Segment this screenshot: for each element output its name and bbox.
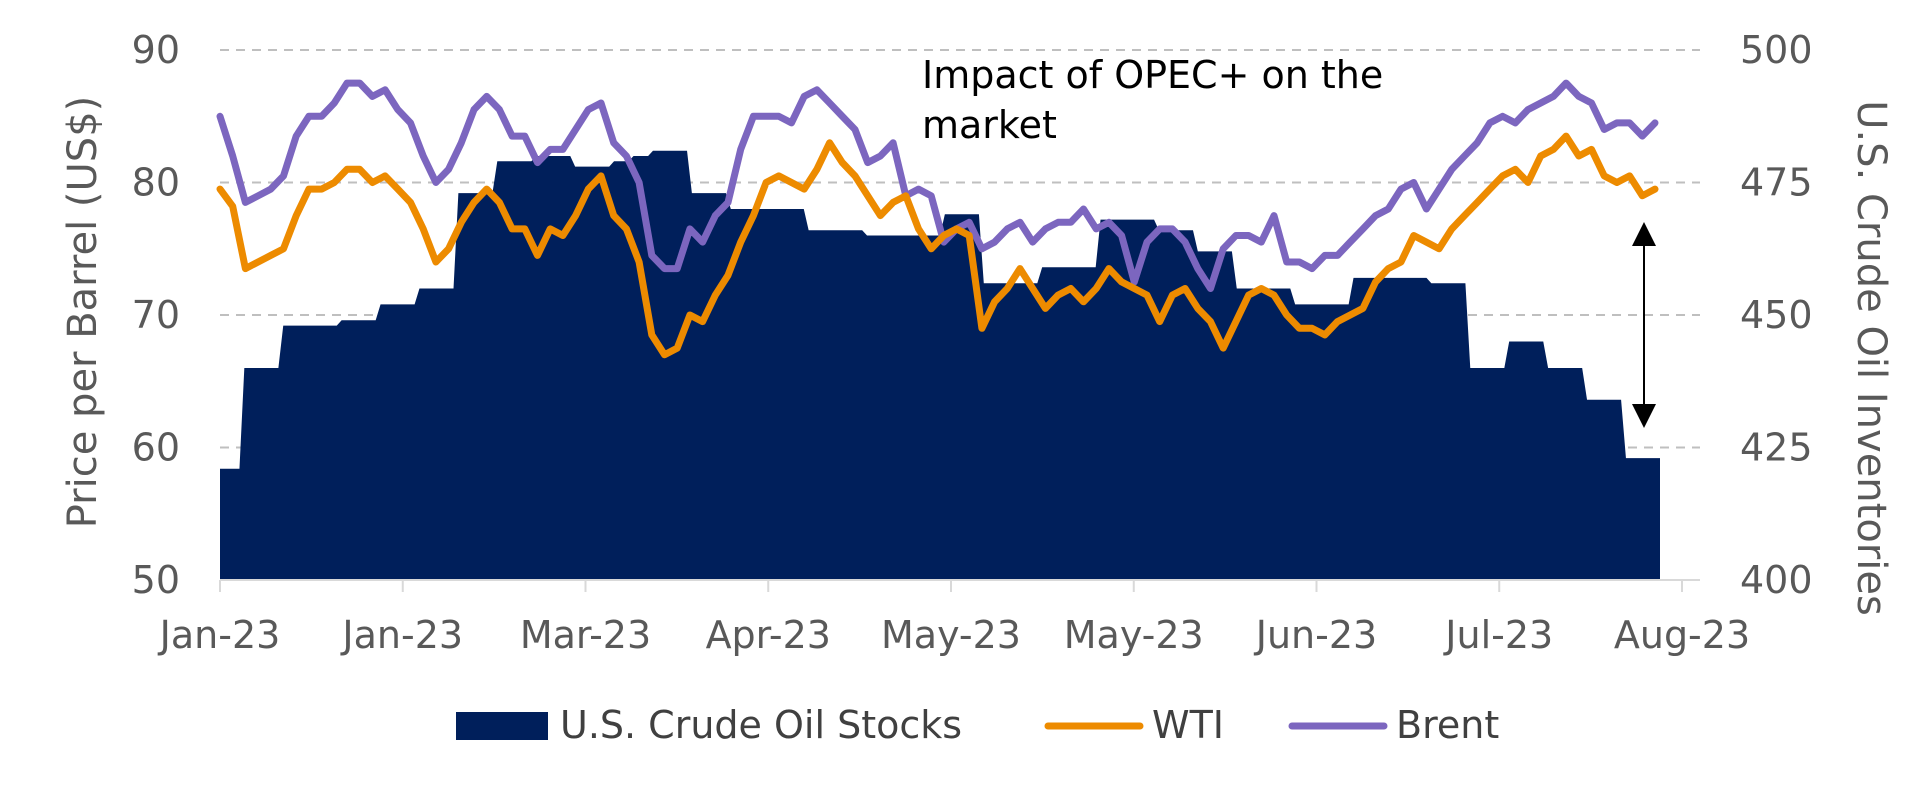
right-axis-title: U.S. Crude Oil Inventories xyxy=(1848,100,1894,616)
legend-label-stocks: U.S. Crude Oil Stocks xyxy=(560,703,962,747)
annotation-arrow xyxy=(1632,222,1656,428)
legend-swatch-stocks xyxy=(456,712,548,740)
wti-line xyxy=(216,132,1659,359)
left-axis-ticks: 50 60 70 80 90 xyxy=(132,28,180,602)
brent-line xyxy=(216,79,1659,292)
x-tick-label: Jan-23 xyxy=(340,613,463,657)
x-tick-label: May-23 xyxy=(881,613,1021,657)
x-axis-ticks: Jan-23 Jan-23 Mar-23 Apr-23 May-23 May-23 Jun-… xyxy=(158,580,1750,657)
left-tick-label: 70 xyxy=(132,293,180,337)
legend-item-brent: Brent xyxy=(1288,703,1499,747)
right-tick-label: 450 xyxy=(1740,293,1813,337)
annotation-line-2: market xyxy=(922,103,1057,147)
legend-label-brent: Brent xyxy=(1396,703,1499,747)
x-tick-label: Apr-23 xyxy=(706,613,831,657)
left-tick-label: 80 xyxy=(132,161,180,205)
left-tick-label: 60 xyxy=(132,426,180,470)
right-tick-label: 425 xyxy=(1740,426,1813,470)
annotation-line-1: Impact of OPEC+ on the xyxy=(922,53,1383,97)
left-axis-title: Price per Barrel (US$) xyxy=(60,96,106,528)
x-tick-label: Mar-23 xyxy=(520,613,651,657)
right-tick-label: 500 xyxy=(1740,28,1813,72)
right-tick-label: 400 xyxy=(1740,558,1813,602)
legend-item-wti: WTI xyxy=(1044,703,1224,747)
x-tick-label: Jan-23 xyxy=(158,613,281,657)
right-axis-ticks: 400 425 450 475 500 xyxy=(1740,28,1813,602)
legend-label-wti: WTI xyxy=(1152,703,1224,747)
left-tick-label: 50 xyxy=(132,558,180,602)
x-tick-label: May-23 xyxy=(1064,613,1204,657)
legend: U.S. Crude Oil Stocks WTI Brent xyxy=(456,703,1499,747)
left-tick-label: 90 xyxy=(132,28,180,72)
stocks-area xyxy=(220,150,1660,580)
x-tick-label: Aug-23 xyxy=(1614,613,1750,657)
x-tick-label: Jul-23 xyxy=(1443,613,1553,657)
price-lines-layer xyxy=(216,79,1659,359)
stocks-area-layer xyxy=(220,150,1660,580)
legend-item-stocks: U.S. Crude Oil Stocks xyxy=(456,703,962,747)
right-tick-label: 475 xyxy=(1740,161,1813,205)
x-tick-label: Jun-23 xyxy=(1254,613,1377,657)
